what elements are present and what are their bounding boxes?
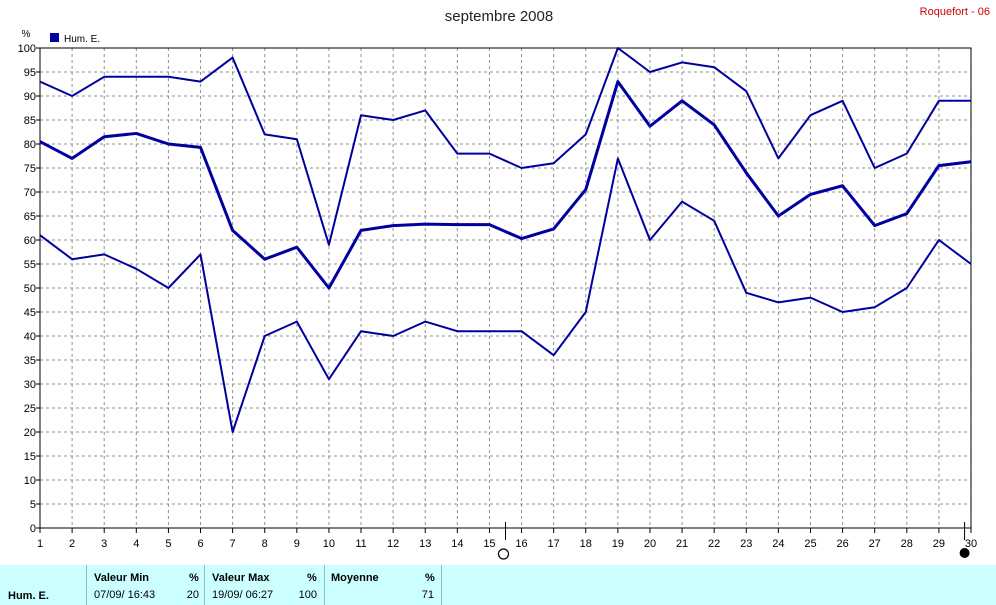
humidity-chart: septembre 2008 Roquefort - 06 % Hum. E. …: [18, 6, 990, 560]
x-tick-label: 13: [419, 538, 431, 550]
y-tick-label: 80: [24, 139, 36, 151]
y-tick-label: 50: [24, 283, 36, 295]
y-tick-label: 75: [24, 163, 36, 175]
y-tick-label: 35: [24, 355, 36, 367]
stats-footer: Hum. E. Valeur Min % 07/09/ 16:43 20 Val…: [0, 565, 996, 605]
x-tick-label: 17: [548, 538, 560, 550]
x-tick-label: 14: [451, 538, 463, 550]
max-unit: %: [307, 572, 317, 584]
y-tick-label: 85: [24, 115, 36, 127]
series-line-max: [39, 47, 971, 246]
y-tick-label: 90: [24, 91, 36, 103]
x-tick-label: 16: [515, 538, 527, 550]
min-date: 07/09/ 16:43: [94, 589, 156, 601]
y-tick-label: 0: [30, 523, 36, 535]
y-tick-label: 70: [24, 187, 36, 199]
avg-header: Moyenne: [331, 572, 379, 584]
x-tick-label: 30: [965, 538, 977, 550]
y-tick-label: 40: [24, 331, 36, 343]
x-tick-label: 24: [772, 538, 784, 550]
y-tick-label: 60: [24, 235, 36, 247]
x-tick-label: 1: [37, 538, 43, 550]
x-tick-label: 2: [69, 538, 75, 550]
series-line-min: [39, 157, 972, 433]
full-moon-icon: [959, 548, 970, 558]
x-tick-label: 10: [323, 538, 335, 550]
x-tick-label: 20: [644, 538, 656, 550]
x-tick-label: 7: [230, 538, 236, 550]
y-tick-label: 20: [24, 427, 36, 439]
x-tick-label: 22: [708, 538, 720, 550]
y-tick-label: 65: [24, 211, 36, 223]
max-date: 19/09/ 06:27: [212, 589, 274, 601]
x-tick-label: 15: [483, 538, 495, 550]
legend-label: Hum. E.: [64, 34, 100, 45]
max-value: 100: [298, 589, 317, 601]
x-tick-label: 19: [612, 538, 624, 550]
x-tick-label: 5: [165, 538, 171, 550]
x-tick-label: 18: [580, 538, 592, 550]
y-tick-label: 25: [24, 403, 36, 415]
y-tick-label: 5: [30, 499, 36, 511]
y-tick-label: 30: [24, 379, 36, 391]
max-header: Valeur Max: [212, 572, 270, 584]
x-tick-label: 29: [933, 538, 945, 550]
x-tick-label: 27: [869, 538, 881, 550]
y-tick-label: 45: [24, 307, 36, 319]
chart-title: septembre 2008: [445, 8, 553, 25]
x-tick-label: 6: [197, 538, 203, 550]
x-tick-label: 9: [294, 538, 300, 550]
min-unit: %: [189, 572, 199, 584]
avg-unit: %: [425, 572, 435, 584]
y-unit-label: %: [22, 29, 31, 40]
y-tick-label: 95: [24, 67, 36, 79]
min-value: 20: [186, 589, 199, 601]
station-label: Roquefort - 06: [920, 6, 990, 18]
y-tick-label: 10: [24, 475, 36, 487]
series-line-mean: [39, 80, 972, 290]
x-tick-label: 25: [804, 538, 816, 550]
new-moon-icon: [497, 548, 510, 560]
x-tick-label: 12: [387, 538, 399, 550]
footer-row-label: Hum. E.: [8, 590, 49, 602]
avg-value: 71: [421, 589, 434, 601]
y-tick-label: 100: [18, 43, 36, 55]
y-tick-label: 15: [24, 451, 36, 463]
min-header: Valeur Min: [94, 572, 150, 584]
x-tick-label: 11: [355, 538, 366, 550]
x-tick-label: 23: [740, 538, 752, 550]
x-tick-label: 26: [836, 538, 848, 550]
x-tick-label: 3: [101, 538, 107, 550]
x-tick-label: 21: [676, 538, 688, 550]
x-tick-label: 28: [901, 538, 913, 550]
x-tick-label: 4: [133, 538, 139, 550]
x-tick-label: 8: [262, 538, 268, 550]
legend-swatch: [50, 33, 59, 42]
y-tick-label: 55: [24, 259, 36, 271]
